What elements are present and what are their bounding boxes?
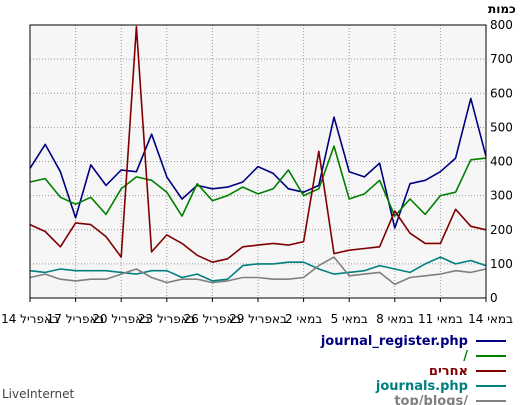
- x-tick-label: 8 במאי: [376, 312, 413, 326]
- series-line-2: [29, 25, 487, 264]
- legend: journal_register.php/אחריםjournals.phpto…: [320, 334, 506, 405]
- series-line-4: [29, 256, 487, 286]
- series-line-0: [29, 97, 487, 229]
- x-tick-label: 17 באפריל: [47, 312, 105, 326]
- y-axis-label: כמות: [488, 2, 516, 16]
- series-lines: [29, 25, 487, 286]
- x-tick-label: 14 במאי: [468, 312, 513, 326]
- y-tick-label: 300: [490, 189, 513, 203]
- y-tick-label: 0: [490, 291, 498, 305]
- x-tick-label: 26 באפריל: [183, 312, 241, 326]
- x-tick-label: 5 במאי: [331, 312, 368, 326]
- y-tick-label: 600: [490, 86, 513, 100]
- y-tick-label: 500: [490, 120, 513, 134]
- legend-label: /: [463, 349, 468, 364]
- series-line-3: [29, 256, 487, 282]
- series-line-1: [29, 145, 487, 217]
- x-tick-label: 20 באפריל: [92, 312, 150, 326]
- x-tick-label: 23 באפריל: [138, 312, 196, 326]
- y-tick-label: 100: [490, 257, 513, 271]
- legend-label: journal_register.php: [320, 334, 468, 349]
- y-tick-label: 200: [490, 223, 513, 237]
- y-axis-ticks: 0 100 200 300 400 500 600 700 800: [490, 18, 513, 305]
- x-tick-label: 29 באפריל: [229, 312, 287, 326]
- x-tick-label: 14 באפריל: [1, 312, 59, 326]
- grid: [30, 25, 486, 298]
- y-tick-label: 400: [490, 155, 513, 169]
- x-tick-label: 2 במאי: [285, 312, 322, 326]
- x-tick-label: 11 במאי: [418, 312, 463, 326]
- legend-label: top/blogs/: [394, 394, 468, 405]
- legend-label: journals.php: [375, 379, 468, 394]
- liveinternet-logo-text: LiveInternet: [2, 387, 74, 401]
- y-tick-label: 800: [490, 18, 513, 32]
- legend-label: אחרים: [429, 364, 468, 379]
- y-tick-label: 700: [490, 52, 513, 66]
